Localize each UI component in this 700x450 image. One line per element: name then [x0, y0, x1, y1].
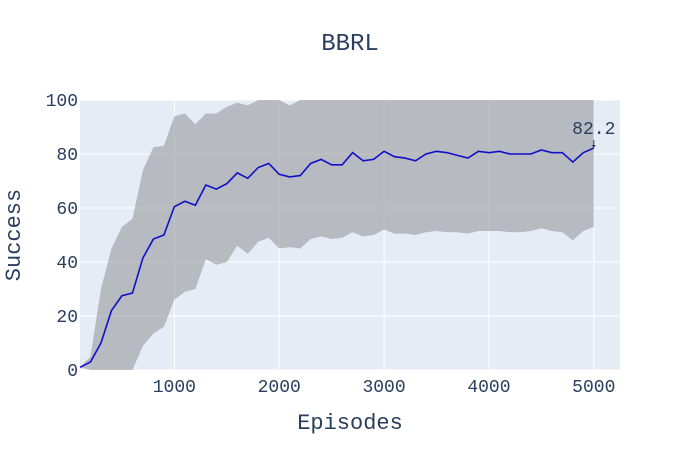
- series-line-group: [79, 147, 595, 369]
- x-tick-label: 4000: [467, 378, 510, 398]
- y-tick-label: 40: [56, 254, 78, 274]
- y-axis-title: Success: [2, 189, 27, 281]
- y-tick-label: 100: [46, 92, 78, 112]
- x-axis-title: Episodes: [297, 411, 403, 436]
- x-tick-label: 2000: [258, 378, 301, 398]
- y-axis-ticks: 0 20 40 60 80 100: [46, 92, 78, 382]
- chart-title: BBRL: [321, 31, 379, 58]
- y-tick-label: 80: [56, 146, 78, 166]
- x-tick-label: 1000: [153, 378, 196, 398]
- y-tick-label: 0: [67, 362, 78, 382]
- annotations: 82.2: [572, 120, 615, 149]
- annotation-arrowhead: [591, 145, 596, 149]
- confidence-band: [80, 100, 594, 370]
- y-tick-label: 60: [56, 200, 78, 220]
- x-tick-label: 3000: [362, 378, 405, 398]
- x-tick-label: 5000: [572, 378, 615, 398]
- annotation-label: 82.2: [572, 120, 615, 140]
- x-axis-ticks: 1000 2000 3000 4000 5000: [153, 378, 616, 398]
- series-line: [79, 147, 595, 369]
- y-tick-label: 20: [56, 308, 78, 328]
- confidence-band-group: [80, 100, 594, 370]
